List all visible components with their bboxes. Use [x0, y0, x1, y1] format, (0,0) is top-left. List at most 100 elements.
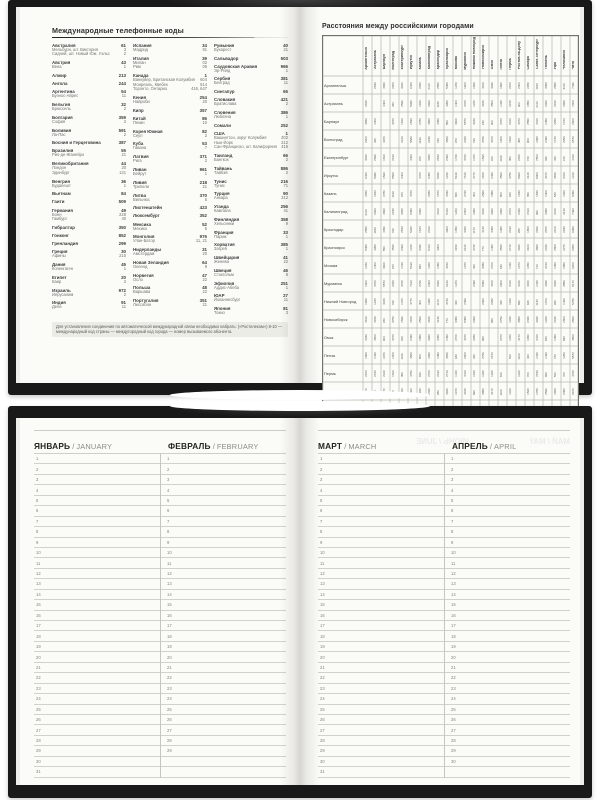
day-row: 15 [34, 600, 160, 611]
day-number: 21 [167, 664, 172, 670]
city-name: Бангкок [214, 157, 229, 163]
column-city-label: Тюмень [543, 36, 552, 77]
country-name: Лихтенштейн [133, 205, 163, 211]
phone-code-entry: Румыния 40 Бухарест 21 [214, 43, 288, 53]
distance-cell: 2540 [399, 220, 408, 238]
day-number: 10 [320, 550, 325, 556]
day-number: 25 [451, 706, 456, 712]
distance-cell: 4900 [435, 238, 444, 256]
day-row: 23 [445, 684, 570, 695]
day-row: 12 [445, 569, 570, 580]
distance-cell: 2600 [570, 112, 579, 130]
distance-cell: 1720 [552, 130, 561, 148]
distance-cell: 630 [498, 256, 507, 274]
distance-cell: 3380 [480, 256, 489, 274]
distance-cell: 2190 [435, 364, 444, 382]
distance-cell: 5560 [390, 166, 399, 184]
phone-code-entry: Португалия 351 Лиссабон 21 [133, 298, 207, 308]
city-name: Париж [214, 233, 227, 239]
city-code: 5 [204, 196, 207, 202]
phone-code-entry: ЮАР 27 Йоханнесбург 11 [214, 293, 288, 303]
distance-cell: 7160 [462, 166, 471, 184]
column-city-label: Самара [525, 36, 534, 77]
country-code: 20 [121, 274, 126, 280]
distance-cell: 4410 [570, 148, 579, 166]
distance-cell: 2190 [507, 220, 516, 238]
distance-cell: 7460 [570, 202, 579, 220]
distances-title: Расстояния между российскими городами [322, 23, 474, 30]
country-row: Куба 53 [133, 141, 207, 146]
city-row: Токио 3 [214, 311, 288, 316]
day-number: 10 [36, 550, 41, 556]
distance-cell: 1720 [561, 112, 570, 130]
distance-cell: 3750 [390, 310, 399, 328]
day-row: 19 [445, 642, 570, 653]
country-name: Мексика [133, 221, 152, 227]
country-code: 27 [283, 293, 288, 299]
city-code: 228 [119, 211, 126, 217]
distance-cell: 2390 [462, 292, 471, 310]
day-row: 25 [161, 705, 286, 715]
city-name: Милан [133, 59, 146, 65]
month-name-en: JANUARY [76, 441, 113, 451]
distance-cell: 2700 [507, 202, 516, 220]
country-row: Тунис 216 [214, 179, 288, 184]
country-row: Кипр 357 [133, 108, 207, 113]
row-city-label: Краснодар [323, 220, 363, 238]
distance-cell: 2030 [552, 310, 561, 328]
country-row: Греция 30 [52, 249, 126, 254]
city-row: Гамбург 40 [52, 217, 126, 222]
city-code: 514 [200, 81, 207, 87]
day-number: 26 [320, 717, 325, 723]
day-row: 28 [445, 736, 570, 747]
city-name: Иерусалим [52, 291, 74, 297]
day-row: 20 [445, 652, 570, 663]
day-row: 8 [445, 527, 570, 538]
distance-cell: 4670 [489, 274, 498, 292]
country-code: 299 [118, 241, 126, 247]
city-row: Дели 11 [52, 305, 126, 310]
day-number: 1 [451, 456, 454, 462]
distance-cell: 2060 [534, 220, 543, 238]
distance-cell: 3020 [525, 274, 534, 292]
city-row: Лондон 20 [52, 165, 126, 171]
day-number: 12 [167, 571, 172, 577]
day-number: 8 [167, 529, 170, 535]
distance-cell: 2580 [435, 76, 444, 94]
distance-cell [426, 202, 435, 220]
day-number: 11 [320, 560, 325, 566]
day-row: 15 [318, 600, 444, 611]
column-city-label: Калининград [426, 36, 435, 77]
distance-cell: 5780 [570, 292, 579, 310]
city-code: 202 [281, 134, 288, 140]
distance-cell: 2120 [543, 256, 552, 274]
day-row: 5 [318, 496, 444, 507]
day-row: 2 [34, 464, 160, 475]
distance-cell: 350 [525, 184, 534, 202]
day-row: 1 [34, 454, 160, 465]
day-number: 24 [451, 696, 456, 702]
country-row: Гонконг 852 [52, 233, 126, 238]
ghost-showthrough: МАЙ / MAY [529, 437, 570, 446]
distance-cell: 3850 [561, 274, 570, 292]
day-row: 7 [318, 517, 444, 528]
city-row: Лиссабон 21 [133, 302, 207, 308]
country-code: 213 [118, 72, 126, 78]
distance-cell: 2360 [444, 148, 453, 166]
distance-cell: 2790 [462, 184, 471, 202]
day-row: 5 [161, 496, 286, 507]
distance-cell: 1290 [417, 382, 426, 400]
day-number: 3 [451, 477, 454, 483]
day-row: 26 [161, 715, 286, 726]
day-row: 14 [34, 590, 160, 601]
distance-cell: 810 [507, 346, 516, 364]
day-number: 25 [36, 706, 41, 712]
day-number: 27 [320, 727, 325, 733]
distance-cell: 5560 [408, 130, 417, 148]
distance-cell: 3320 [462, 220, 471, 238]
phone-code-entry: Кипр 357 [133, 108, 207, 113]
country-code: 81 [283, 306, 288, 312]
distance-row: Барнаул 4830 4400 3970 1810 1590 2780 4860 4350 5… [323, 112, 579, 130]
